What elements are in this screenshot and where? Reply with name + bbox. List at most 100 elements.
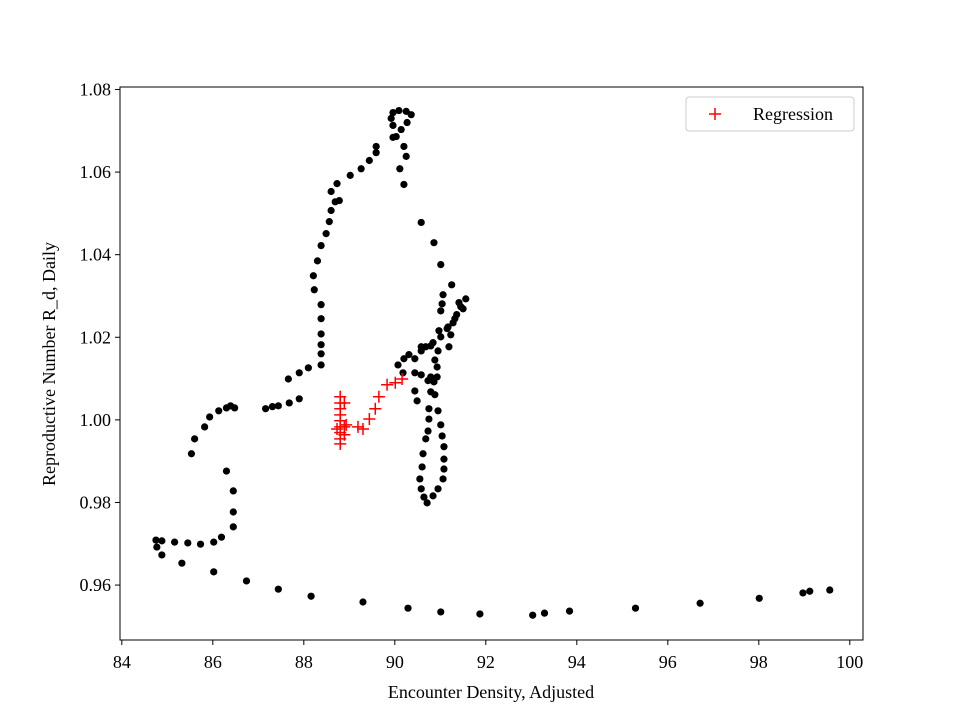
- point: [210, 568, 218, 576]
- point: [439, 475, 447, 483]
- point: [422, 435, 430, 443]
- point: [191, 435, 199, 443]
- point: [178, 559, 186, 567]
- point: [396, 372, 409, 385]
- point: [369, 402, 382, 415]
- point: [416, 475, 424, 483]
- x-tick-label: 96: [659, 652, 677, 672]
- point: [274, 585, 282, 593]
- point: [411, 387, 419, 395]
- legend-label: Regression: [753, 104, 833, 124]
- point: [425, 405, 433, 413]
- point: [431, 391, 439, 399]
- point: [437, 260, 445, 269]
- point: [430, 239, 438, 247]
- point: [402, 152, 410, 160]
- point: [424, 427, 432, 435]
- point: [152, 536, 160, 544]
- x-tick-label: 100: [836, 652, 863, 672]
- point: [400, 180, 408, 189]
- point: [396, 165, 404, 173]
- point: [335, 196, 343, 205]
- point: [433, 373, 441, 381]
- point: [392, 132, 400, 141]
- point: [333, 180, 341, 188]
- point: [229, 508, 237, 516]
- y-tick-label: 1.04: [80, 245, 112, 265]
- point: [325, 218, 333, 226]
- point: [317, 341, 325, 349]
- point: [313, 257, 322, 265]
- point: [404, 604, 412, 612]
- y-axis-label: Reproductive Number R_d, Daily: [39, 242, 59, 486]
- point: [346, 171, 354, 179]
- point: [459, 305, 467, 313]
- point: [217, 533, 226, 541]
- point: [210, 538, 218, 546]
- point: [215, 407, 223, 415]
- point: [196, 540, 205, 548]
- point: [440, 465, 448, 473]
- y-tick-label: 0.96: [80, 575, 112, 595]
- point: [295, 369, 303, 377]
- point: [417, 343, 425, 351]
- point: [799, 589, 807, 597]
- point: [158, 551, 166, 559]
- point: [434, 485, 442, 493]
- x-tick-label: 84: [113, 652, 131, 672]
- point: [403, 118, 411, 127]
- x-tick-label: 94: [568, 652, 586, 672]
- point: [331, 422, 344, 435]
- x-tick-label: 88: [295, 652, 313, 672]
- y-tick-label: 0.98: [80, 492, 112, 512]
- point: [317, 361, 325, 369]
- point: [431, 356, 439, 364]
- point: [229, 487, 237, 495]
- point: [307, 592, 315, 600]
- y-tick-label: 1.00: [80, 410, 112, 430]
- point: [187, 450, 196, 458]
- point: [407, 111, 415, 119]
- point: [327, 206, 335, 215]
- point: [437, 307, 445, 315]
- point: [285, 399, 293, 407]
- point: [334, 437, 347, 450]
- point: [322, 230, 330, 238]
- point: [438, 432, 446, 440]
- point: [631, 604, 640, 612]
- point: [437, 421, 445, 429]
- point: [184, 539, 192, 547]
- point: [455, 298, 463, 307]
- point: [418, 463, 426, 471]
- point: [201, 423, 209, 431]
- point: [462, 295, 470, 303]
- point: [417, 485, 425, 493]
- point: [242, 577, 251, 585]
- point: [327, 187, 335, 196]
- point: [434, 407, 442, 415]
- point: [295, 395, 303, 403]
- point: [540, 609, 549, 617]
- point: [359, 598, 367, 606]
- point: [806, 587, 814, 595]
- x-tick-label: 92: [477, 652, 495, 672]
- point: [476, 610, 484, 618]
- point: [153, 543, 161, 551]
- point: [317, 241, 325, 250]
- point: [411, 355, 419, 363]
- point: [365, 156, 373, 165]
- y-tick-label: 1.02: [80, 327, 112, 347]
- point: [413, 397, 421, 405]
- point: [435, 327, 443, 335]
- x-axis-label: Encounter Density, Adjusted: [388, 682, 594, 702]
- point: [158, 537, 166, 545]
- point: [417, 371, 425, 379]
- point: [438, 300, 446, 308]
- point: [231, 404, 239, 412]
- point: [389, 109, 397, 117]
- point: [317, 301, 325, 309]
- plot-frame: [119, 86, 864, 641]
- point: [448, 281, 456, 289]
- point: [417, 218, 425, 227]
